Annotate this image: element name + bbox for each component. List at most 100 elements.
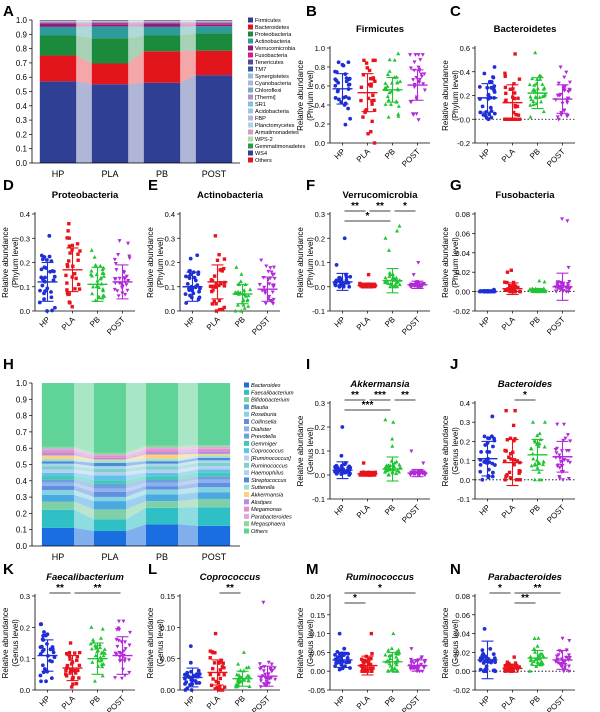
data-point-pb [541, 109, 546, 114]
data-point-hp [342, 646, 347, 651]
data-point-pla [211, 677, 215, 681]
data-point-pb [383, 85, 388, 90]
data-point-post [112, 287, 117, 292]
legend-label: Megasphaera [251, 522, 285, 528]
data-point-pla [75, 242, 80, 246]
panel-letter-m: M [306, 561, 319, 578]
data-point-pb [236, 672, 241, 677]
connector-bacteroides [126, 524, 146, 546]
data-point-pb [89, 268, 94, 273]
y-tick-label: -0.2 [457, 139, 470, 148]
data-point-pb [387, 270, 392, 275]
data-point-hp [184, 274, 188, 279]
data-point-pb [385, 94, 390, 99]
data-point-pla [367, 660, 371, 664]
connector--ruminococcus- [126, 469, 146, 476]
legend-swatch [244, 419, 249, 424]
data-point-pla [67, 244, 72, 248]
legend-label: Cyanobacteria [255, 81, 292, 87]
data-point-post [126, 279, 131, 283]
data-point-pla [71, 675, 75, 680]
connector-parabacteroides [178, 446, 198, 450]
data-point-pla [512, 439, 516, 443]
data-point-pla [210, 279, 215, 283]
panel-title: Ruminococcus [346, 572, 414, 583]
data-point-post [556, 653, 561, 657]
legend-swatch [244, 492, 249, 497]
data-point-post [559, 449, 564, 453]
y-tick-label: 1.0 [315, 44, 325, 53]
significance-label: ** [376, 201, 384, 212]
data-point-pb [541, 87, 546, 91]
significance-label: *** [362, 400, 374, 411]
x-tick-label-pla: PLA [355, 147, 373, 165]
y-tick-label: 0.15 [310, 611, 325, 620]
data-point-pla [68, 251, 72, 255]
data-point-pla [363, 470, 367, 475]
data-point-hp [337, 284, 342, 289]
data-point-post [553, 447, 558, 452]
legend-label: TM7 [255, 67, 266, 73]
y-tick-label: 0.2 [20, 623, 30, 632]
data-point-hp [38, 673, 43, 678]
data-point-hp [197, 289, 201, 294]
data-point-pla [75, 654, 80, 659]
data-point-pb [388, 102, 393, 107]
connector-haemophilus [178, 460, 198, 467]
data-point-hp [333, 465, 337, 469]
data-point-pla [217, 687, 222, 692]
legend-label: Streptococcus [251, 478, 287, 484]
panel-letter-c: C [450, 3, 461, 20]
data-point-pla [65, 264, 70, 269]
bar-segment-prevotella [41, 479, 75, 483]
data-point-post [556, 81, 561, 86]
connector-fusobacteria [180, 23, 196, 25]
data-point-post [562, 75, 567, 80]
data-point-pb [538, 77, 543, 81]
data-point-pla [503, 280, 507, 284]
data-point-pb [392, 277, 397, 281]
data-point-hp [480, 104, 485, 109]
y-tick-label: 0.15 [160, 592, 175, 601]
y-axis-label: Relative abundance [1, 607, 10, 678]
data-point-pb [540, 94, 545, 99]
bar-segment-bacteroides [145, 524, 179, 546]
data-point-pla [503, 448, 507, 453]
x-tick-label-post: POST [202, 552, 227, 562]
data-point-hp [183, 292, 188, 297]
panel-title: Parabacteroides [488, 572, 562, 583]
data-point-pla [511, 284, 515, 288]
panel-letter-d: D [3, 177, 14, 194]
y-axis-label: (Phylum level) [306, 237, 315, 288]
bar-segment-others [93, 383, 127, 453]
y-tick-label: 0.6 [16, 73, 28, 82]
x-tick-label-post: POST [545, 315, 567, 337]
connector-tm7 [128, 22, 144, 23]
significance-label: ** [521, 593, 529, 604]
data-point-pla [503, 667, 507, 671]
data-point-pb [384, 463, 389, 467]
bar-segment-blautia [41, 494, 75, 502]
data-point-pla [503, 99, 508, 104]
connector-akkermansia [126, 454, 146, 461]
y-axis-label: (Genus level) [306, 427, 315, 475]
connector--ruminococcus- [178, 466, 198, 473]
data-point-pla [76, 252, 80, 256]
connector-firmicutes [76, 81, 92, 163]
data-point-pb [246, 304, 251, 308]
data-point-post [567, 669, 572, 674]
bar-segment-ruminococcus [145, 466, 179, 470]
data-point-hp [478, 462, 483, 467]
data-point-pb [101, 274, 106, 278]
data-point-hp [347, 76, 352, 81]
data-point-hp [491, 75, 495, 79]
x-tick-label-pb: PB [528, 694, 542, 708]
data-point-pb [390, 444, 395, 448]
data-point-pla [214, 679, 218, 684]
data-point-hp [480, 477, 485, 482]
panel-title: Fusobacteria [495, 190, 555, 201]
data-point-pb [386, 648, 391, 652]
legend-swatch [244, 389, 249, 395]
data-point-pla [213, 285, 218, 289]
data-point-pla [219, 282, 223, 286]
